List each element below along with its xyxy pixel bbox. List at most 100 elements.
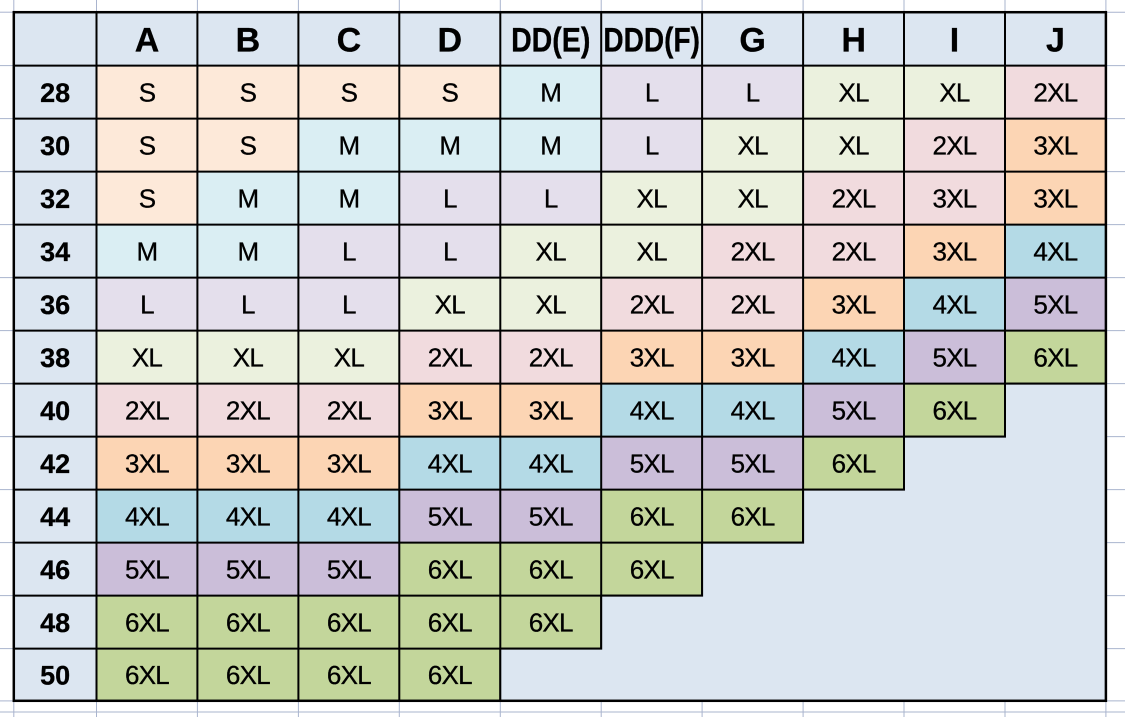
svg-text:M: M — [540, 78, 561, 108]
svg-text:XL: XL — [132, 343, 163, 373]
svg-text:32: 32 — [40, 184, 70, 214]
svg-text:5XL: 5XL — [630, 449, 674, 479]
svg-text:6XL: 6XL — [226, 608, 270, 638]
svg-text:5XL: 5XL — [932, 343, 976, 373]
svg-text:3XL: 3XL — [630, 343, 674, 373]
svg-text:S: S — [240, 131, 257, 161]
svg-text:D: D — [438, 21, 463, 59]
svg-text:L: L — [342, 237, 356, 267]
svg-text:M: M — [540, 131, 561, 161]
svg-text:3XL: 3XL — [327, 449, 371, 479]
svg-text:6XL: 6XL — [1033, 343, 1077, 373]
svg-text:3XL: 3XL — [932, 184, 976, 214]
svg-text:3XL: 3XL — [529, 396, 573, 426]
svg-text:2XL: 2XL — [630, 290, 674, 320]
svg-text:2XL: 2XL — [327, 396, 371, 426]
svg-text:6XL: 6XL — [630, 555, 674, 585]
svg-text:5XL: 5XL — [1033, 290, 1077, 320]
svg-text:XL: XL — [637, 184, 668, 214]
svg-text:4XL: 4XL — [125, 502, 169, 532]
svg-text:6XL: 6XL — [832, 449, 876, 479]
svg-text:6XL: 6XL — [327, 660, 371, 690]
svg-text:6XL: 6XL — [529, 555, 573, 585]
svg-text:XL: XL — [536, 237, 567, 267]
svg-text:XL: XL — [737, 184, 768, 214]
svg-text:5XL: 5XL — [327, 555, 371, 585]
svg-text:4XL: 4XL — [428, 449, 472, 479]
svg-text:40: 40 — [40, 396, 70, 426]
svg-text:L: L — [342, 290, 356, 320]
svg-text:L: L — [443, 237, 457, 267]
svg-text:6XL: 6XL — [226, 660, 270, 690]
svg-text:H: H — [841, 21, 866, 59]
svg-text:6XL: 6XL — [932, 396, 976, 426]
svg-text:S: S — [139, 78, 156, 108]
svg-text:L: L — [746, 78, 760, 108]
svg-text:S: S — [240, 78, 257, 108]
svg-text:34: 34 — [40, 237, 70, 267]
svg-text:L: L — [443, 184, 457, 214]
svg-text:M: M — [439, 131, 460, 161]
svg-text:46: 46 — [40, 555, 70, 585]
svg-text:44: 44 — [40, 502, 70, 532]
svg-text:4XL: 4XL — [731, 396, 775, 426]
svg-text:4XL: 4XL — [327, 502, 371, 532]
svg-text:6XL: 6XL — [125, 608, 169, 638]
svg-text:3XL: 3XL — [428, 396, 472, 426]
svg-text:S: S — [139, 184, 156, 214]
svg-text:I: I — [950, 21, 959, 59]
svg-text:B: B — [236, 21, 261, 59]
svg-text:6XL: 6XL — [630, 502, 674, 532]
svg-text:5XL: 5XL — [529, 502, 573, 532]
svg-text:J: J — [1046, 21, 1065, 59]
svg-text:DD(E): DD(E) — [511, 21, 590, 59]
svg-text:L: L — [241, 290, 255, 320]
svg-text:2XL: 2XL — [731, 290, 775, 320]
svg-text:4XL: 4XL — [529, 449, 573, 479]
svg-text:3XL: 3XL — [731, 343, 775, 373]
svg-text:XL: XL — [939, 78, 970, 108]
svg-text:2XL: 2XL — [932, 131, 976, 161]
svg-text:XL: XL — [838, 78, 869, 108]
svg-text:2XL: 2XL — [832, 237, 876, 267]
svg-text:4XL: 4XL — [932, 290, 976, 320]
svg-text:4XL: 4XL — [630, 396, 674, 426]
svg-text:48: 48 — [40, 608, 70, 638]
svg-text:4XL: 4XL — [1033, 237, 1077, 267]
svg-text:2XL: 2XL — [428, 343, 472, 373]
svg-text:XL: XL — [233, 343, 264, 373]
svg-text:XL: XL — [536, 290, 567, 320]
svg-text:4XL: 4XL — [226, 502, 270, 532]
svg-text:6XL: 6XL — [529, 608, 573, 638]
svg-text:M: M — [237, 237, 258, 267]
svg-text:L: L — [645, 131, 659, 161]
svg-text:DDD(F): DDD(F) — [603, 21, 700, 59]
svg-text:30: 30 — [40, 131, 70, 161]
svg-text:2XL: 2XL — [226, 396, 270, 426]
svg-text:C: C — [337, 21, 362, 59]
svg-text:M: M — [338, 184, 359, 214]
svg-text:3XL: 3XL — [1033, 184, 1077, 214]
svg-text:2XL: 2XL — [125, 396, 169, 426]
svg-text:3XL: 3XL — [832, 290, 876, 320]
svg-text:A: A — [135, 21, 160, 59]
svg-text:42: 42 — [40, 449, 70, 479]
svg-text:3XL: 3XL — [226, 449, 270, 479]
svg-text:G: G — [739, 21, 765, 59]
svg-text:XL: XL — [334, 343, 365, 373]
svg-text:5XL: 5XL — [125, 555, 169, 585]
svg-text:38: 38 — [40, 343, 70, 373]
svg-text:2XL: 2XL — [731, 237, 775, 267]
svg-text:36: 36 — [40, 290, 70, 320]
svg-text:5XL: 5XL — [428, 502, 472, 532]
svg-text:L: L — [645, 78, 659, 108]
svg-text:S: S — [139, 131, 156, 161]
svg-text:4XL: 4XL — [832, 343, 876, 373]
svg-text:6XL: 6XL — [428, 555, 472, 585]
svg-text:L: L — [544, 184, 558, 214]
svg-text:3XL: 3XL — [1033, 131, 1077, 161]
svg-text:XL: XL — [637, 237, 668, 267]
svg-text:6XL: 6XL — [327, 608, 371, 638]
svg-text:5XL: 5XL — [226, 555, 270, 585]
svg-text:28: 28 — [40, 78, 70, 108]
